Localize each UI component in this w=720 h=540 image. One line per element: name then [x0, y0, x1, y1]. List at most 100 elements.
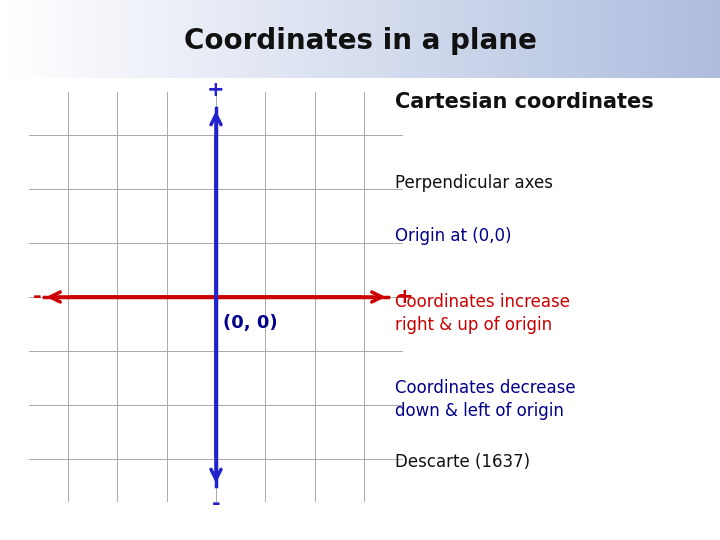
Bar: [410, 0, 414, 78]
Bar: [702, 0, 706, 78]
Bar: [94, 0, 97, 78]
Bar: [421, 0, 425, 78]
Bar: [288, 0, 292, 78]
Bar: [475, 0, 479, 78]
Text: Cartesian coordinates: Cartesian coordinates: [395, 92, 654, 112]
Bar: [166, 0, 169, 78]
Bar: [191, 0, 194, 78]
Bar: [418, 0, 421, 78]
Bar: [79, 0, 83, 78]
Bar: [641, 0, 644, 78]
Bar: [594, 0, 598, 78]
Bar: [576, 0, 580, 78]
Bar: [508, 0, 511, 78]
Bar: [482, 0, 486, 78]
Bar: [7, 0, 11, 78]
Bar: [115, 0, 119, 78]
Bar: [281, 0, 284, 78]
Bar: [533, 0, 536, 78]
Bar: [558, 0, 562, 78]
Text: (0, 0): (0, 0): [223, 314, 278, 332]
Bar: [144, 0, 148, 78]
Bar: [652, 0, 655, 78]
Bar: [590, 0, 594, 78]
Bar: [353, 0, 356, 78]
Bar: [194, 0, 198, 78]
Bar: [554, 0, 558, 78]
Bar: [140, 0, 144, 78]
Bar: [623, 0, 626, 78]
Bar: [4, 0, 7, 78]
Bar: [454, 0, 457, 78]
Bar: [371, 0, 374, 78]
Bar: [396, 0, 400, 78]
Bar: [187, 0, 191, 78]
Bar: [14, 0, 18, 78]
Bar: [306, 0, 310, 78]
Bar: [666, 0, 670, 78]
Bar: [302, 0, 306, 78]
Bar: [515, 0, 518, 78]
Bar: [619, 0, 623, 78]
Bar: [25, 0, 29, 78]
Bar: [11, 0, 14, 78]
Bar: [292, 0, 295, 78]
Text: Descarte (1637): Descarte (1637): [395, 453, 530, 471]
Bar: [688, 0, 691, 78]
Bar: [137, 0, 140, 78]
Bar: [202, 0, 205, 78]
Bar: [295, 0, 299, 78]
Bar: [101, 0, 104, 78]
Bar: [659, 0, 662, 78]
Bar: [238, 0, 241, 78]
Bar: [432, 0, 436, 78]
Bar: [248, 0, 252, 78]
Bar: [360, 0, 364, 78]
Bar: [443, 0, 446, 78]
Bar: [472, 0, 475, 78]
Bar: [173, 0, 176, 78]
Bar: [547, 0, 551, 78]
Bar: [317, 0, 320, 78]
Bar: [245, 0, 248, 78]
Bar: [90, 0, 94, 78]
Bar: [403, 0, 407, 78]
Bar: [130, 0, 133, 78]
Bar: [644, 0, 648, 78]
Bar: [335, 0, 338, 78]
Bar: [436, 0, 439, 78]
Bar: [313, 0, 317, 78]
Bar: [227, 0, 230, 78]
Bar: [310, 0, 313, 78]
Bar: [367, 0, 371, 78]
Bar: [68, 0, 72, 78]
Text: -: -: [212, 494, 220, 514]
Bar: [385, 0, 389, 78]
Bar: [616, 0, 619, 78]
Bar: [108, 0, 112, 78]
Bar: [252, 0, 256, 78]
Bar: [122, 0, 126, 78]
Bar: [580, 0, 583, 78]
Bar: [389, 0, 392, 78]
Text: Origin at (0,0): Origin at (0,0): [395, 227, 512, 245]
Bar: [230, 0, 234, 78]
Bar: [198, 0, 202, 78]
Bar: [184, 0, 187, 78]
Bar: [18, 0, 22, 78]
Bar: [504, 0, 508, 78]
Bar: [698, 0, 702, 78]
Bar: [270, 0, 274, 78]
Text: +: +: [207, 80, 225, 100]
Bar: [0, 0, 4, 78]
Bar: [263, 0, 266, 78]
Bar: [176, 0, 180, 78]
Bar: [54, 0, 58, 78]
Bar: [241, 0, 245, 78]
Bar: [500, 0, 504, 78]
Bar: [626, 0, 630, 78]
Bar: [104, 0, 108, 78]
Bar: [212, 0, 216, 78]
Bar: [36, 0, 40, 78]
Bar: [518, 0, 522, 78]
